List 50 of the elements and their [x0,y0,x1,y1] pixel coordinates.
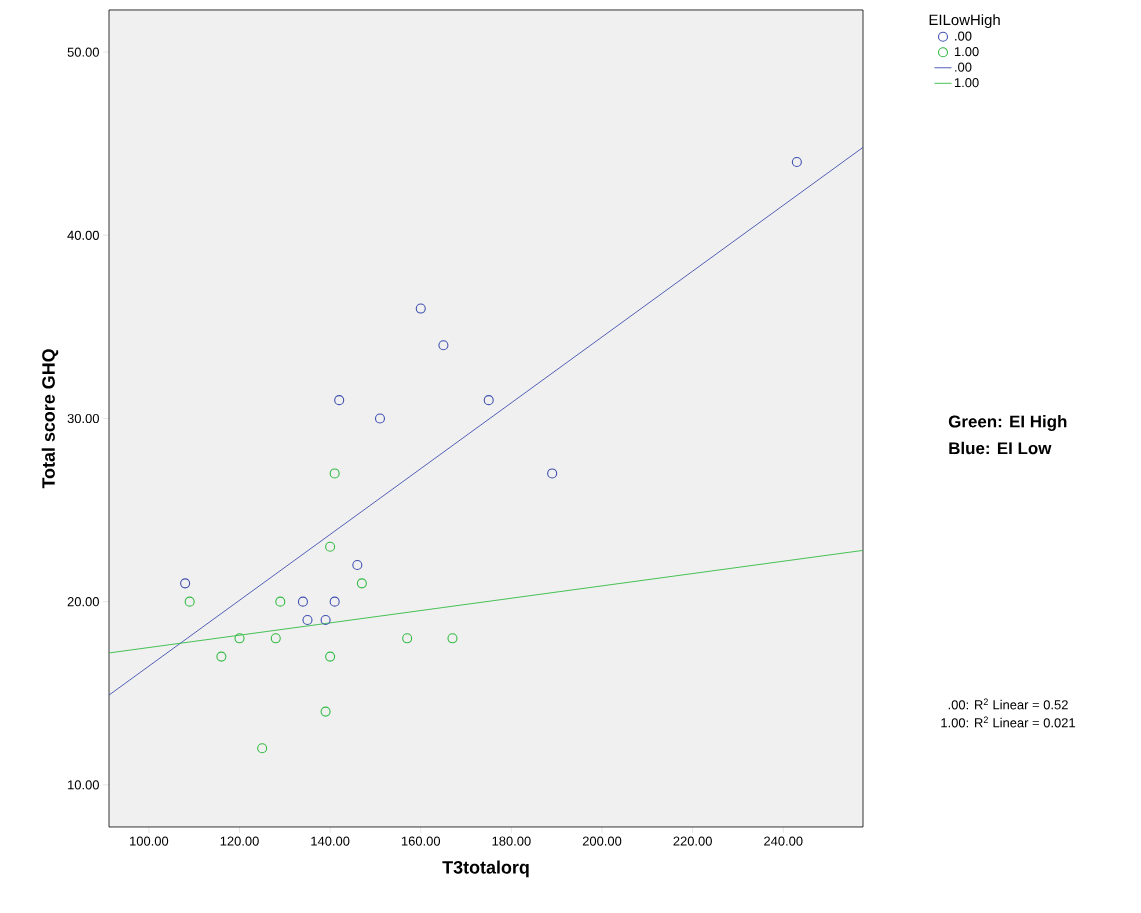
point [180,578,191,589]
point [415,303,426,314]
point [320,706,331,717]
point [334,395,345,406]
x-tick-label: 160.00 [401,836,441,846]
x-tick-label: 100.00 [130,836,169,846]
legend-label: .00 [955,31,972,41]
point [270,633,281,644]
legend-label: 1.00 [954,78,979,88]
y-axis-title: Total score GHQ [41,349,59,489]
point [447,633,458,644]
x-tick-label: 200.00 [582,836,622,846]
x-tick-label: 180.00 [492,836,531,846]
x-tick-label: 220.00 [673,836,712,846]
point [257,743,268,754]
x-tick-label: 140.00 [311,836,350,846]
y-tick-label: 40.00 [67,230,99,240]
y-tick-label: 10.00 [68,780,99,790]
point [329,468,340,479]
point [234,633,245,644]
y-tick-label: 50.00 [67,47,99,57]
text: .00: R$^{2}$ Linear = 0.52 [948,698,1068,710]
point [329,596,340,607]
text: 1.00: R$^{2}$ Linear = 0.021 [941,716,1075,728]
point [791,156,802,168]
legend-title: EILowHigh [929,14,1000,29]
x-tick-label: 240.00 [764,836,803,846]
y-tick-label: 20.00 [67,597,99,607]
text: Blue: EI Low [949,441,1052,455]
y-tick-label: 30.00 [67,413,99,424]
point [216,651,227,662]
point [374,413,386,424]
point [483,395,494,406]
point [275,596,286,607]
x-tick-label: 120.00 [220,836,259,846]
point [352,559,363,571]
point [547,468,558,479]
point [320,614,331,626]
point [325,541,336,552]
point [297,596,308,607]
legend-label: 1.00 [954,46,979,57]
point [356,578,367,589]
point [402,633,413,644]
text: Green: EI High [948,415,1067,431]
point [438,340,449,351]
point [325,651,336,662]
legend-label: .00 [955,62,972,72]
point [184,596,195,607]
point [302,614,313,626]
x-axis-title: T3totalorq [442,860,529,878]
